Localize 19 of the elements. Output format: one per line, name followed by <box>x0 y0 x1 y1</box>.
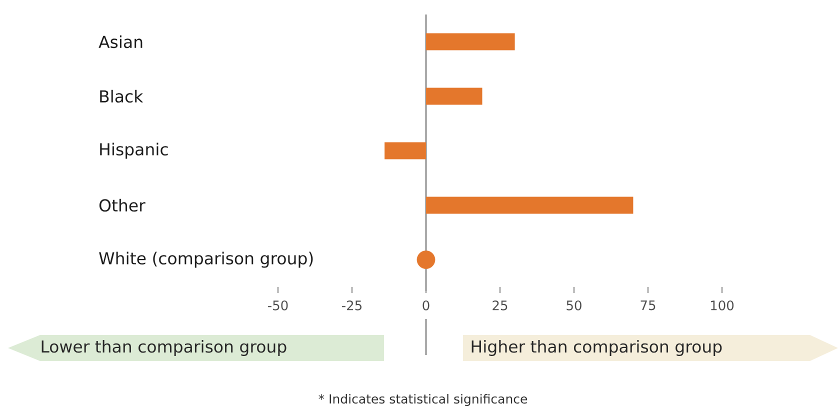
x-tick-label: 100 <box>711 300 734 310</box>
x-tick-label: -25 <box>342 300 362 310</box>
y-tick-label: Black <box>100 90 144 103</box>
y-tick-label: White (comparison group) <box>99 252 313 268</box>
x-tick-label: 25 <box>492 300 508 310</box>
y-tick-label: Asian <box>98 35 142 48</box>
text: * Indicates statistical significance <box>318 394 528 406</box>
y-tick-label: Other <box>99 198 146 212</box>
x-tick-label: 75 <box>640 300 656 310</box>
x-tick-label: 50 <box>566 300 582 310</box>
x-tick-label: -50 <box>268 300 288 310</box>
bar <box>426 88 482 105</box>
bar <box>426 33 515 50</box>
text: Higher than comparison group <box>472 340 722 356</box>
bar <box>426 196 634 214</box>
y-tick-label: Hispanic <box>100 142 168 159</box>
bar <box>384 142 426 160</box>
text: Lower than comparison group <box>42 340 286 356</box>
x-tick-label: 0 <box>422 300 430 310</box>
